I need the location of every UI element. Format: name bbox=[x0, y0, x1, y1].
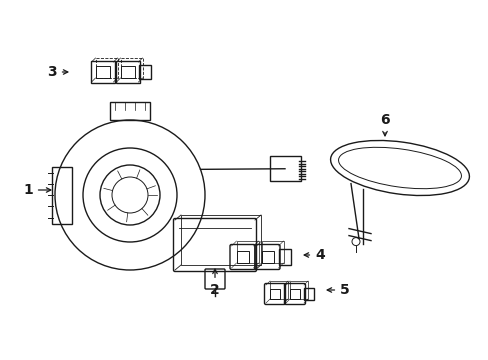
Bar bbox=[261, 251, 273, 263]
Bar bbox=[110, 102, 150, 120]
Bar bbox=[120, 58, 142, 78]
Bar bbox=[289, 281, 307, 299]
Bar bbox=[95, 66, 109, 78]
Text: 5: 5 bbox=[326, 283, 349, 297]
Text: 1: 1 bbox=[23, 183, 51, 197]
Text: 2: 2 bbox=[210, 269, 220, 297]
Bar bbox=[181, 215, 261, 265]
Bar bbox=[269, 289, 280, 299]
Bar bbox=[120, 66, 134, 78]
Text: 4: 4 bbox=[304, 248, 324, 262]
Bar bbox=[236, 251, 248, 263]
Bar bbox=[95, 58, 117, 78]
Text: 6: 6 bbox=[379, 113, 389, 136]
Bar bbox=[261, 241, 283, 263]
Bar bbox=[289, 289, 299, 299]
Bar bbox=[269, 281, 287, 299]
Text: 3: 3 bbox=[47, 65, 68, 79]
Bar bbox=[236, 241, 258, 263]
